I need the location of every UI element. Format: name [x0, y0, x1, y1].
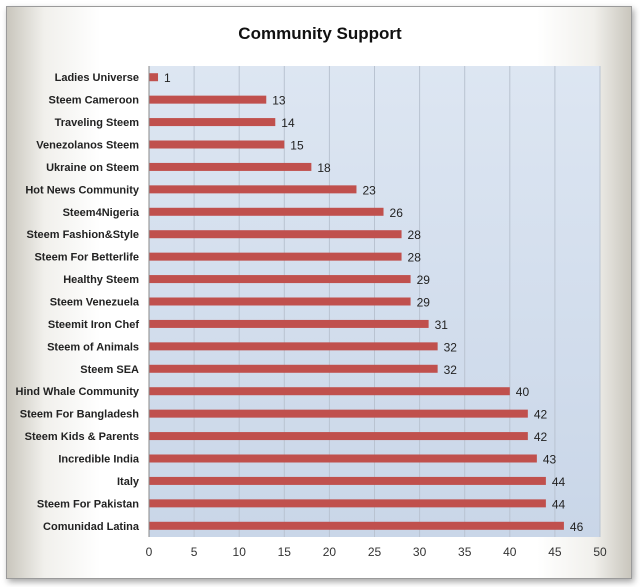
x-tick-label: 10 [233, 545, 247, 559]
data-label: 18 [317, 161, 331, 175]
data-labels: 1 13 14 15 18 23 26 28 28 29 29 31 32 32 40 42 42 43 44 44 4… [164, 71, 584, 534]
x-tick-label: 20 [323, 545, 337, 559]
data-label: 29 [417, 273, 431, 287]
data-label: 40 [516, 385, 530, 399]
category-label: Steem Fashion&Style [27, 229, 139, 241]
category-label: Traveling Steem [55, 117, 140, 129]
category-label: Ladies Universe [55, 72, 139, 84]
data-label: 43 [543, 453, 557, 467]
category-label: Steem4Nigeria [63, 207, 140, 219]
bar [149, 476, 546, 485]
x-tick-label: 35 [458, 545, 472, 559]
chart-title: Community Support [238, 24, 402, 43]
category-label: Healthy Steem [63, 274, 139, 286]
x-tick-label: 30 [413, 545, 427, 559]
bar [149, 521, 564, 530]
data-label: 28 [408, 251, 422, 265]
data-label: 32 [444, 340, 458, 354]
category-label: Steem of Animals [47, 341, 139, 353]
x-axis-ticks: 0 5 10 15 20 25 30 35 40 45 50 [146, 545, 607, 559]
category-label: Hot News Community [25, 184, 140, 196]
data-label: 14 [281, 116, 295, 130]
data-label: 13 [272, 94, 286, 108]
bar [149, 95, 267, 104]
category-label: Steem Venezuela [50, 297, 140, 309]
bar [149, 118, 276, 127]
bar [149, 454, 537, 463]
category-label: Venezolanos Steem [36, 140, 139, 152]
data-label: 26 [390, 206, 404, 220]
category-label: Ukraine on Steem [46, 162, 139, 174]
bar [149, 140, 285, 149]
category-label: Steemit Iron Chef [48, 319, 139, 331]
category-label: Steem For Bangladesh [20, 409, 139, 421]
bar [149, 185, 357, 194]
category-label: Hind Whale Community [16, 386, 140, 398]
category-labels: Ladies Universe Steem Cameroon Traveling S… [16, 72, 140, 533]
bar [149, 275, 411, 284]
category-label: Steem Cameroon [49, 95, 140, 107]
x-tick-label: 0 [146, 545, 153, 559]
x-tick-label: 50 [593, 545, 607, 559]
bar [149, 297, 411, 306]
x-tick-label: 25 [368, 545, 382, 559]
bar [149, 364, 438, 373]
data-label: 31 [435, 318, 449, 332]
data-label: 32 [444, 363, 458, 377]
bar [149, 432, 528, 441]
category-label: Incredible India [58, 454, 140, 466]
bar [149, 230, 402, 239]
data-label: 42 [534, 430, 548, 444]
category-label: Steem Kids & Parents [25, 431, 139, 443]
category-label: Comunidad Latina [43, 521, 140, 533]
data-label: 15 [290, 139, 304, 153]
data-label: 44 [552, 497, 566, 511]
category-label: Italy [117, 476, 140, 488]
data-label: 28 [408, 228, 422, 242]
x-tick-label: 15 [278, 545, 292, 559]
bars [149, 73, 564, 530]
bar [149, 319, 429, 328]
x-tick-label: 5 [191, 545, 198, 559]
bar [149, 162, 312, 171]
bar [149, 73, 159, 82]
category-label: Steem For Pakistan [37, 498, 139, 510]
data-label: 23 [362, 183, 376, 197]
data-label: 29 [417, 296, 431, 310]
bar [149, 499, 546, 508]
data-label: 42 [534, 408, 548, 422]
data-label: 1 [164, 71, 171, 85]
data-label: 44 [552, 475, 566, 489]
category-label: Steem For Betterlife [34, 252, 139, 264]
bar [149, 207, 384, 216]
bar [149, 387, 510, 396]
x-tick-label: 40 [503, 545, 517, 559]
category-label: Steem SEA [80, 364, 139, 376]
bar [149, 252, 402, 261]
bar [149, 342, 438, 351]
x-tick-label: 45 [548, 545, 562, 559]
data-label: 46 [570, 520, 584, 534]
bar [149, 409, 528, 418]
